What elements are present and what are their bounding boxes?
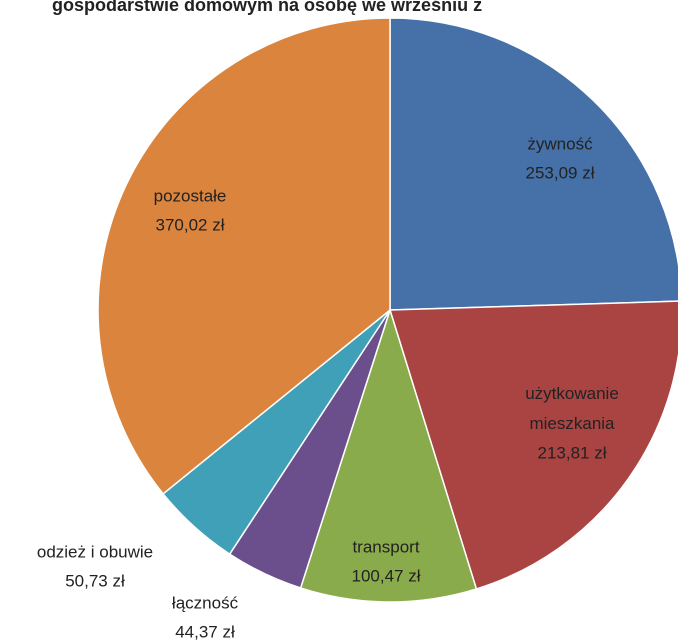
pie-slice bbox=[299, 307, 478, 603]
pie-slice bbox=[389, 17, 678, 311]
slice-value-label: 370,02 zł bbox=[156, 215, 225, 234]
slice-value-label: 100,47 zł bbox=[352, 566, 421, 585]
pie-slice bbox=[97, 17, 391, 495]
slice-label: łączność bbox=[172, 593, 239, 612]
slice-label: żywność bbox=[527, 134, 593, 153]
pie-slice bbox=[388, 300, 678, 590]
slice-value-label: 213,81 zł bbox=[538, 443, 607, 462]
slice-label: użytkowanie mieszkania bbox=[525, 384, 619, 433]
slice-value-label: 44,37 zł bbox=[175, 622, 235, 641]
slice-value-label: 50,73 zł bbox=[65, 571, 125, 590]
slice-label: odzież i obuwie bbox=[37, 542, 153, 561]
chart-title: gospodarstwie domowym na osobę we wrześn… bbox=[52, 0, 482, 15]
slice-value-label: 253,09 zł bbox=[526, 163, 595, 182]
slice-label: transport bbox=[352, 537, 419, 556]
slice-label: pozostałe bbox=[154, 186, 227, 205]
